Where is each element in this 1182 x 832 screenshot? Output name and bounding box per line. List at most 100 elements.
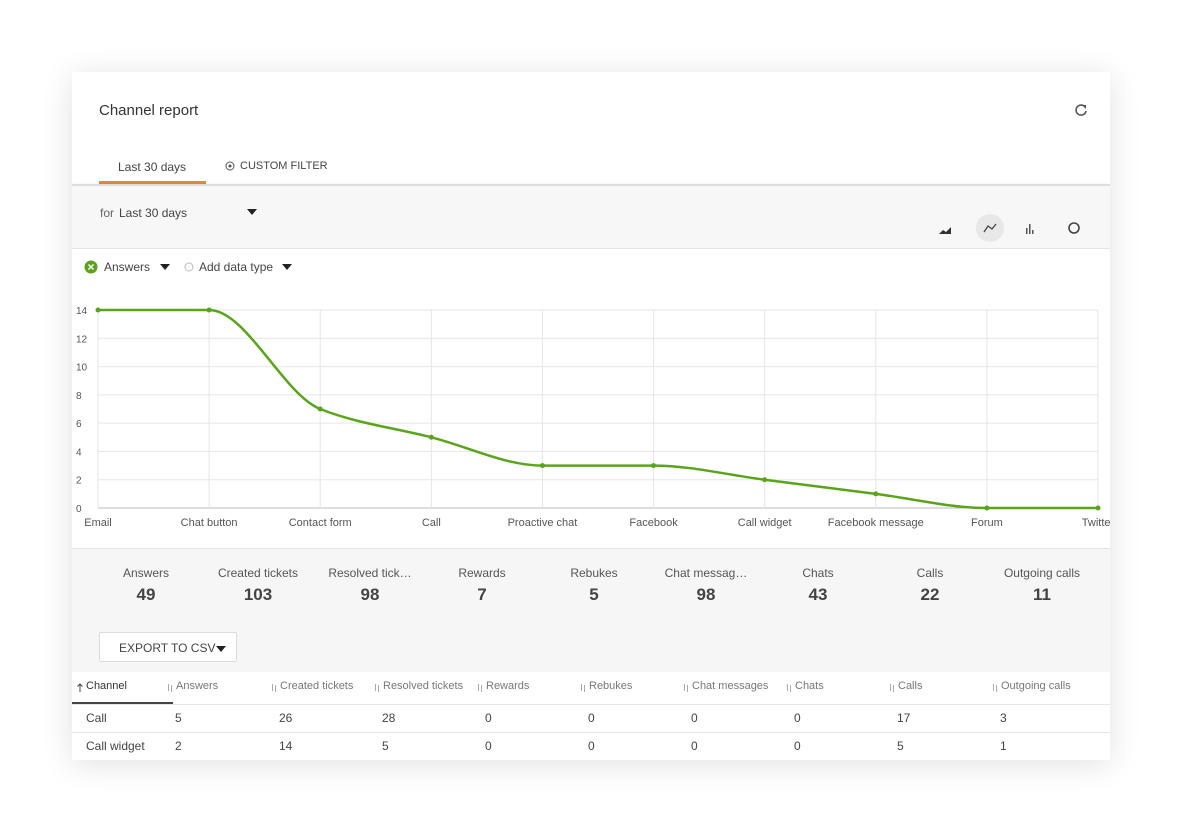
table-cell: 0: [794, 711, 801, 725]
x-tick-label: Facebook message: [828, 517, 924, 529]
summary-value: 49: [136, 585, 156, 604]
summary-value: 7: [477, 585, 487, 604]
chart-type-switch[interactable]: [932, 214, 1092, 244]
row-line: [72, 704, 1110, 705]
period-select[interactable]: Last 30 days: [119, 206, 188, 220]
add-data-type[interactable]: Add data type: [199, 260, 274, 274]
report-title: Channel report: [99, 102, 199, 119]
add-data-icon: [184, 262, 194, 272]
table-cell: 0: [485, 739, 492, 753]
export-label: EXPORT TO CSV: [119, 641, 216, 655]
x-tick-label: Facebook: [629, 517, 678, 529]
y-tick-label: 6: [76, 419, 82, 430]
sort-icon: [272, 684, 276, 692]
divider: [72, 184, 1110, 186]
x-tick-label: Twitter: [1082, 517, 1110, 529]
sort-icon: [684, 684, 688, 692]
table-cell: 0: [588, 739, 595, 753]
export-button[interactable]: EXPORT TO CSV: [99, 632, 237, 662]
export-bar: EXPORT TO CSV: [72, 624, 1110, 672]
refresh-button[interactable]: [1074, 103, 1088, 117]
table-cell: Call widget: [86, 739, 145, 753]
dropdown-arrow: [216, 646, 226, 652]
summary-value: 98: [696, 585, 716, 604]
column-header: Chat messages: [692, 680, 769, 692]
column-header: Answers: [176, 680, 219, 692]
table-cell: Call: [86, 711, 107, 725]
summary-label: Calls: [916, 566, 944, 580]
active-tab-indicator: [99, 181, 206, 184]
y-tick-label: 10: [76, 363, 88, 374]
column-header: Rewards: [486, 680, 530, 692]
dropdown-arrow: [282, 264, 292, 270]
sort-icon: [168, 684, 172, 692]
legend-remove-icon[interactable]: [84, 260, 98, 274]
table-cell: 1: [1000, 739, 1007, 753]
summary-value: 11: [1033, 585, 1051, 604]
summary-label: Resolved tick…: [328, 566, 412, 580]
filter-bar: for Last 30 days: [72, 186, 1110, 249]
table-cell: 14: [279, 739, 293, 753]
y-tick-label: 2: [76, 476, 82, 487]
x-tick-label: Email: [84, 517, 112, 529]
x-tick-label: Proactive chat: [508, 517, 578, 529]
x-tick-label: Contact form: [289, 517, 352, 529]
column-header: Resolved tickets: [383, 680, 464, 692]
tab-custom-filter[interactable]: CUSTOM FILTER: [240, 160, 328, 172]
sort-icon: [993, 684, 997, 692]
data-point: [762, 477, 768, 483]
summary-label: Created tickets: [217, 566, 299, 580]
summary-label: Chat messag…: [664, 566, 748, 580]
table-cell: 0: [691, 711, 698, 725]
summary-label: Chats: [802, 566, 834, 580]
x-tick-label: Chat button: [181, 517, 238, 529]
summary-value: 43: [808, 585, 828, 604]
x-tick-label: Forum: [971, 517, 1003, 529]
dropdown-arrow: [247, 209, 257, 215]
filter-prefix: for: [100, 206, 115, 220]
line-chart: 0 2 4 6 8 10 12 14 Email Chat button Contact form C…: [76, 306, 1110, 529]
column-header: Rebukes: [589, 680, 633, 692]
summary-label: Rebukes: [570, 566, 618, 580]
sort-underline: [72, 702, 173, 704]
table-cell: 26: [279, 711, 293, 725]
filter-icon: [225, 161, 235, 171]
summary-value: 22: [920, 585, 940, 604]
sort-icon: [375, 684, 379, 692]
column-header: Created tickets: [280, 680, 354, 692]
report-card: Channel report Last 30 days CUSTOM FILTE…: [72, 72, 1110, 760]
tab-last-30-days[interactable]: Last 30 days: [118, 160, 187, 174]
sort-icon: [890, 684, 894, 692]
data-point: [984, 505, 990, 511]
summary-label: Outgoing calls: [1003, 566, 1081, 580]
data-point: [206, 307, 212, 313]
y-tick-label: 14: [76, 306, 88, 317]
table-cell: 0: [588, 711, 595, 725]
y-tick-label: 4: [76, 447, 82, 458]
summary-label: Answers: [122, 566, 169, 580]
legend-series[interactable]: Answers: [104, 260, 151, 274]
summary-strip: Answers 49 Created tickets 103 Resolved tick…: [72, 548, 1110, 625]
column-header: Channel: [86, 680, 127, 692]
table-cell: 28: [382, 711, 396, 725]
table-cell: 17: [897, 711, 911, 725]
sort-icon: [478, 684, 482, 692]
sort-icon: [787, 684, 791, 692]
summary-value: 5: [589, 585, 599, 604]
table-cell: 0: [485, 711, 492, 725]
table-cell: 0: [691, 739, 698, 753]
y-tick-label: 8: [76, 391, 82, 402]
summary-value: 103: [243, 585, 273, 604]
row-line: [72, 732, 1110, 733]
y-tick-label: 0: [76, 504, 82, 515]
table-cell: 5: [897, 739, 904, 753]
y-tick-label: 12: [76, 334, 88, 345]
data-point: [651, 463, 657, 469]
table-cell: 3: [1000, 711, 1007, 725]
data-point: [95, 307, 101, 313]
data-point: [873, 491, 879, 497]
table-cell: 5: [175, 711, 182, 725]
x-tick-label: Call: [422, 517, 441, 529]
data-point: [317, 406, 323, 412]
